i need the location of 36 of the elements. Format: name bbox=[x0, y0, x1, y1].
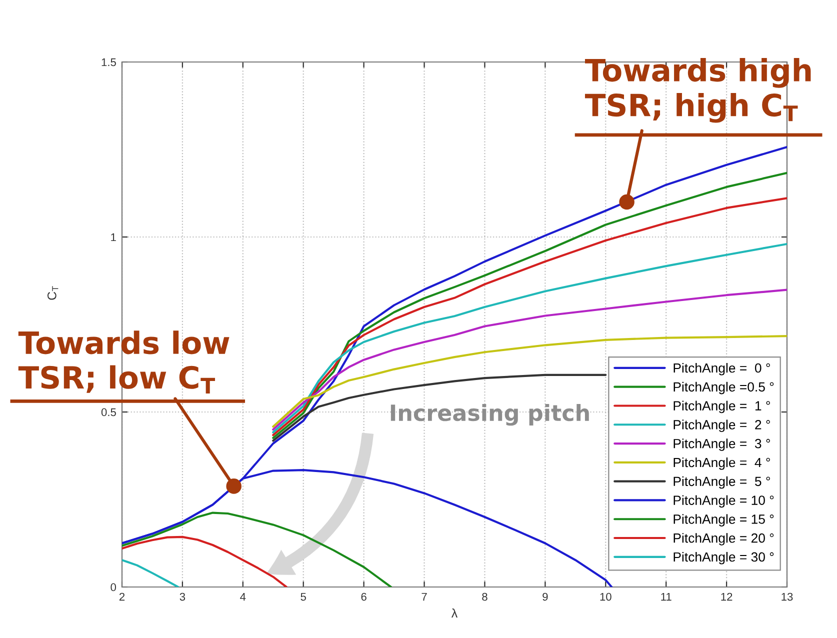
legend-label: PitchAngle = 5 ° bbox=[674, 476, 770, 489]
x-tick-label: 2 bbox=[119, 592, 125, 601]
legend-label: PitchAngle = 0 ° bbox=[674, 362, 770, 376]
line-series bbox=[272, 242, 787, 434]
y-tick-label: 0.5 bbox=[101, 408, 116, 416]
legend-label: PitchAngle = 3 ° bbox=[674, 438, 770, 451]
legend-label: PitchAngle = 15 ° bbox=[674, 514, 774, 526]
x-tick-label: 3 bbox=[180, 592, 186, 601]
x-tick-label: 12 bbox=[721, 592, 732, 601]
legend-label: PitchAngle = 1 ° bbox=[674, 400, 770, 414]
legend-label: PitchAngle = 20 ° bbox=[674, 533, 774, 546]
x-axis-title: λ bbox=[451, 608, 458, 618]
line-series bbox=[122, 512, 392, 587]
x-tick-label: 4 bbox=[240, 592, 246, 601]
y-tick-label: 1 bbox=[111, 233, 116, 242]
line-series bbox=[122, 536, 288, 587]
x-tick-label: 8 bbox=[482, 592, 488, 601]
legend-label: PitchAngle = 2 ° bbox=[674, 420, 770, 432]
line-series bbox=[272, 374, 607, 442]
annotation: Increasing pitch bbox=[390, 404, 589, 426]
y-axis-title: C$_{T}$ bbox=[47, 286, 58, 300]
x-tick-label: 6 bbox=[361, 592, 366, 601]
line-series bbox=[122, 559, 180, 587]
y-tick-label: 0 bbox=[110, 583, 116, 592]
x-tick-label: 5 bbox=[300, 592, 306, 601]
legend-label: PitchAngle =0.5 ° bbox=[674, 382, 774, 394]
x-tick-label: 9 bbox=[542, 592, 548, 601]
x-tick-label: 10 bbox=[600, 592, 612, 601]
x-tick-label: 13 bbox=[782, 592, 793, 601]
legend-label: PitchAngle = 30 ° bbox=[674, 552, 774, 564]
line-series bbox=[272, 288, 787, 431]
legend-label: PitchAngle = 10 ° bbox=[674, 495, 774, 508]
legend-label: PitchAngle = 4 ° bbox=[674, 457, 770, 470]
y-tick-label: 1.5 bbox=[102, 58, 116, 66]
x-tick-label: 11 bbox=[661, 592, 672, 601]
x-tick-label: 7 bbox=[422, 592, 427, 601]
